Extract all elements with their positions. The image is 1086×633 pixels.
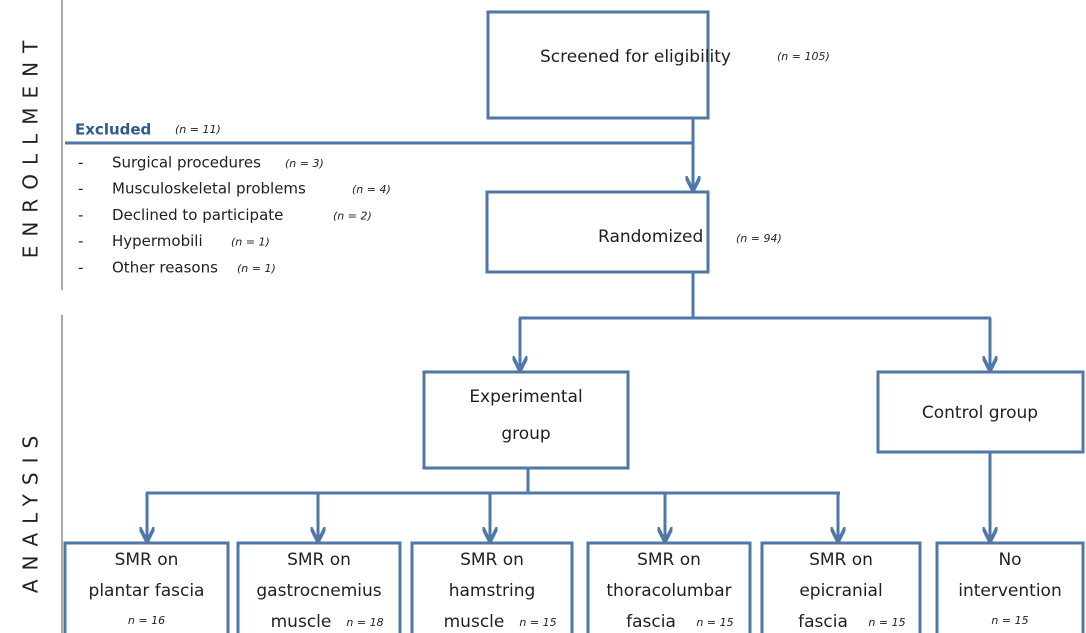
bullet-dash: - <box>78 180 83 198</box>
arm-box <box>760 541 922 633</box>
reason-label: Surgical procedures <box>112 154 261 172</box>
reason-n: (n = 4) <box>352 183 391 196</box>
control-box <box>876 370 1085 454</box>
reason-label: Musculoskeletal problems <box>112 180 306 198</box>
reason-label: Other reasons <box>112 258 218 276</box>
arm-label: muscle <box>271 612 332 632</box>
arm-label: No <box>998 550 1021 570</box>
arm-box <box>935 541 1085 633</box>
arm-box <box>236 541 402 633</box>
group-label: Control group <box>922 403 1038 423</box>
arm-label: SMR on <box>115 550 179 570</box>
arm-label: fascia <box>798 612 848 632</box>
reason-n: (n = 2) <box>333 209 372 222</box>
arm-n: n = 16 <box>128 614 165 627</box>
arms: SMR on plantar fascia n = 16 SMR on gastrocn… <box>63 541 1085 633</box>
randomized-box <box>485 190 710 274</box>
analysis-label: ANALYSIS <box>19 427 43 593</box>
arm-box <box>63 541 230 633</box>
reason-label: Hypermobili <box>112 232 203 250</box>
arm-label: SMR on <box>287 550 351 570</box>
arm-n: n = 15 <box>991 614 1028 627</box>
reason-n: (n = 3) <box>285 157 324 170</box>
arm-n: n = 15 <box>868 616 905 629</box>
arm-label: SMR on <box>809 550 873 570</box>
excluded-n: (n = 11) <box>175 123 221 136</box>
arm-box <box>410 541 574 633</box>
connectors <box>65 118 991 539</box>
reason-label: Declined to participate <box>112 206 283 224</box>
group-label: group <box>501 424 550 444</box>
reason-n: (n = 1) <box>231 236 270 249</box>
arm-label: plantar fascia <box>89 581 205 601</box>
arm-label: intervention <box>958 581 1061 601</box>
screened-box <box>486 10 710 120</box>
bullet-dash: - <box>78 206 83 224</box>
arm-box <box>586 541 752 633</box>
bullet-dash: - <box>78 232 83 250</box>
arm-label: SMR on <box>460 550 524 570</box>
arm-n: n = 15 <box>519 616 556 629</box>
experimental-box <box>422 370 630 470</box>
exclusion-list: - Surgical procedures (n = 3) - Musculoskele… <box>78 154 391 277</box>
arm-label: muscle <box>444 612 505 632</box>
screened-n: (n = 105) <box>777 50 830 63</box>
bullet-dash: - <box>78 154 83 172</box>
excluded-label: Excluded <box>75 121 151 139</box>
arm-n: n = 15 <box>696 616 733 629</box>
enrollment-label: ENROLLMENT <box>19 32 43 259</box>
arm-label: hamstring <box>449 581 536 601</box>
arm-label: thoracolumbar <box>606 581 731 601</box>
reason-n: (n = 1) <box>237 262 276 275</box>
randomized-n: (n = 94) <box>736 232 782 245</box>
arm-label: epicranial <box>799 581 882 601</box>
bullet-dash: - <box>78 258 83 276</box>
arm-label: fascia <box>626 612 676 632</box>
group-label: Experimental <box>469 387 582 407</box>
randomized-label: Randomized <box>598 227 703 247</box>
arm-n: n = 18 <box>346 616 383 629</box>
arm-label: gastrocnemius <box>256 581 381 601</box>
arm-label: SMR on <box>637 550 701 570</box>
screened-label: Screened for eligibility <box>540 47 731 67</box>
